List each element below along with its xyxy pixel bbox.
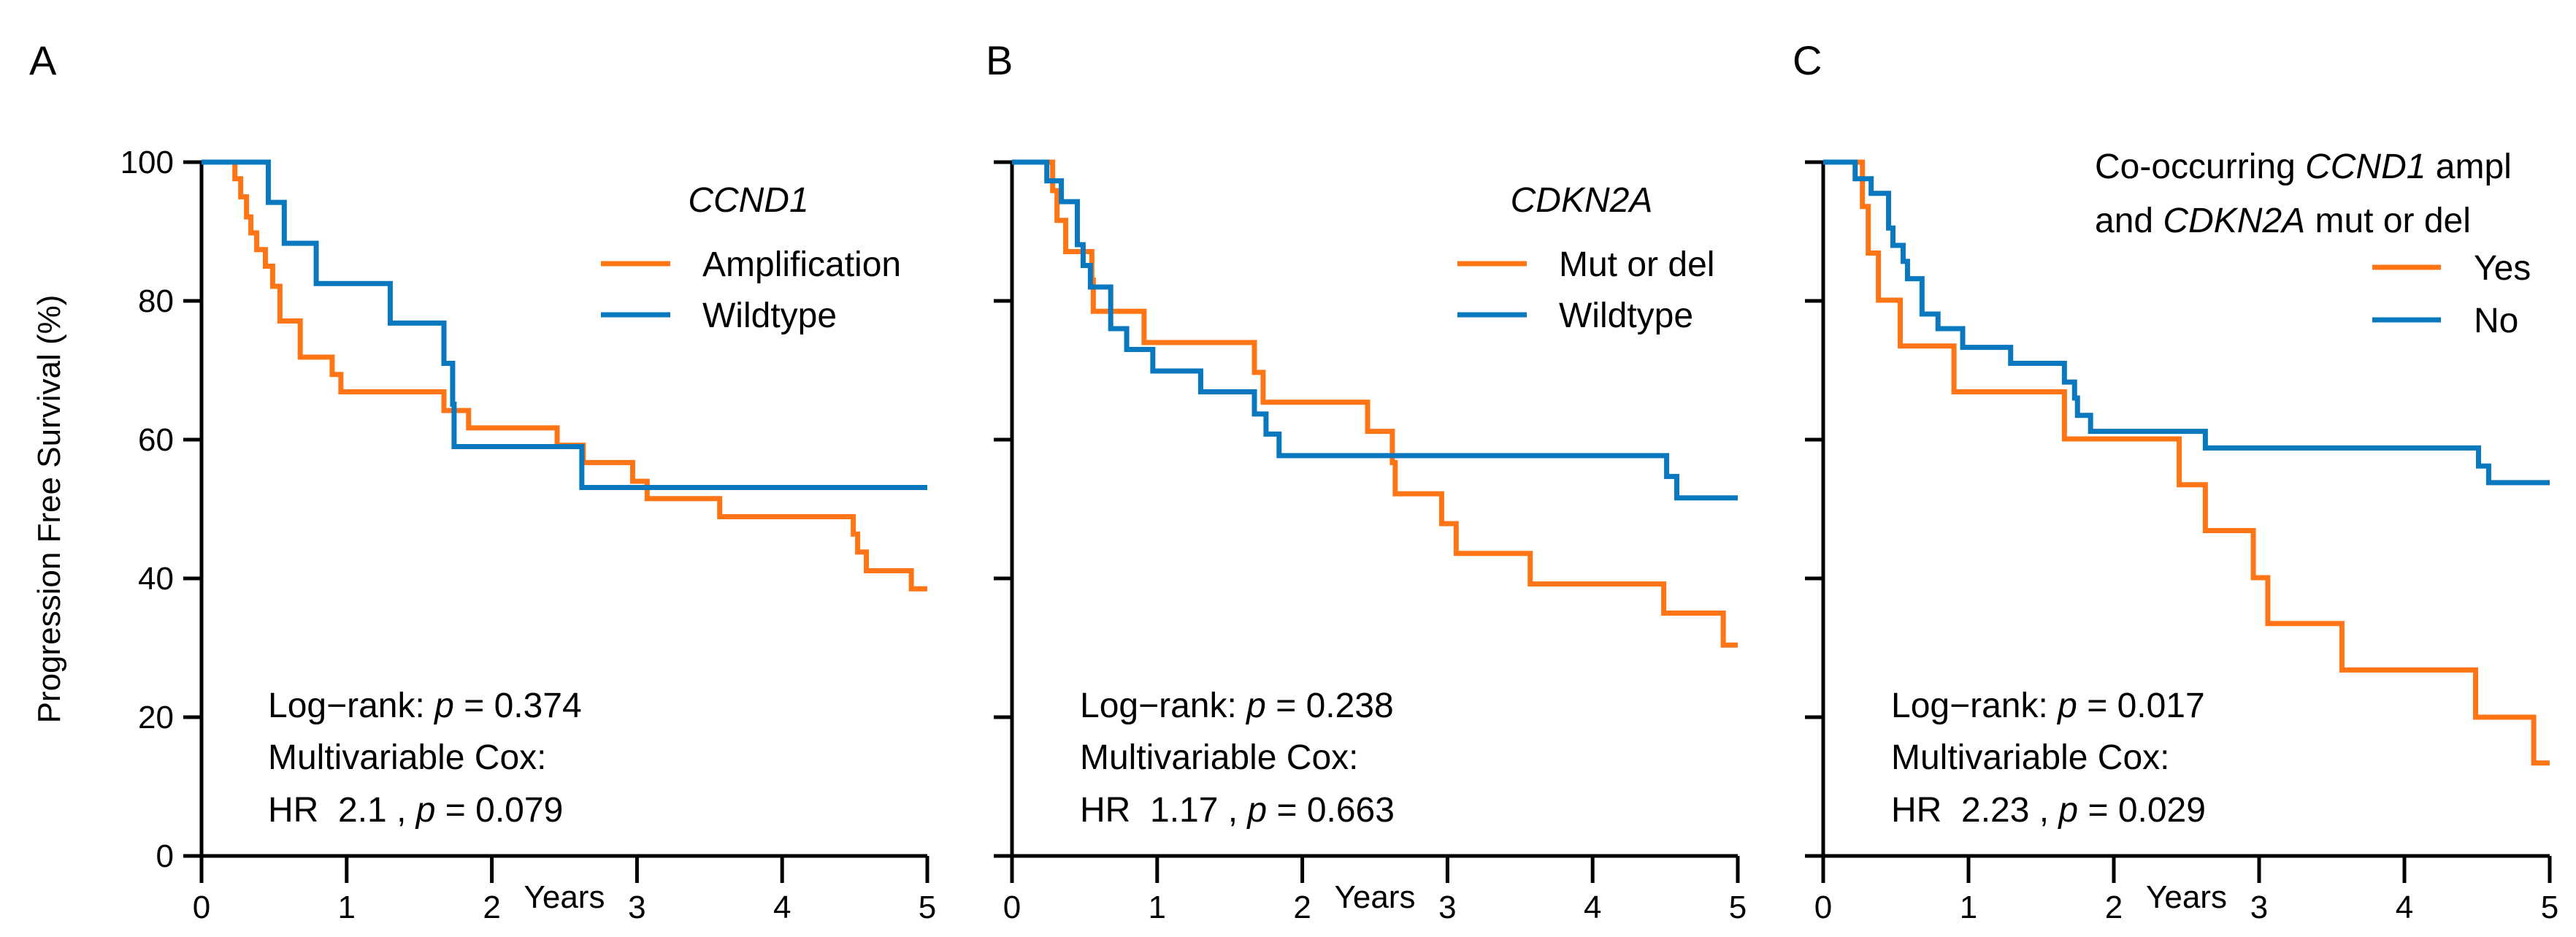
stat-hr_label: HR [1891, 791, 1941, 830]
y-tick-label: 80 [138, 283, 174, 319]
x-tick-label: 3 [628, 890, 645, 925]
stat-cox_p: = 0.079 [435, 791, 563, 830]
x-tick-label: 5 [919, 890, 936, 925]
stat-cox_p: = 0.029 [2078, 791, 2206, 830]
legend-title: and CDKN2A mut or del [2095, 202, 2471, 240]
panel-label: C [1793, 37, 1822, 83]
y-tick-label: 100 [120, 145, 174, 180]
x-tick-label: 4 [773, 890, 791, 925]
x-tick-label: 4 [1584, 890, 1601, 925]
stat-hr: 1.17 , [1130, 791, 1238, 830]
survival-curve-wildtype [202, 159, 927, 491]
stat-log_rank_p: = 0.238 [1266, 687, 1394, 725]
stats-annotation: Log−rank: p = 0.374 Multivariable Cox: HR … [268, 687, 582, 830]
panel-label: B [986, 37, 1013, 83]
legend-title-part: mut or del [2305, 202, 2471, 240]
stat-log_rank_p: = 0.374 [454, 687, 582, 725]
x-tick-label: 5 [1729, 890, 1747, 925]
panel-label: A [29, 37, 57, 83]
x-tick-label: 1 [338, 890, 356, 925]
legend-title-part: CDKN2A [1511, 181, 1653, 220]
legend-title-part: CDKN2A [2163, 202, 2305, 240]
x-tick-label: 2 [483, 890, 500, 925]
stat-log_rank_label: Log−rank: [268, 687, 425, 725]
stat-p_symbol: p [2048, 687, 2077, 725]
legend: CCND1 Amplification Wildtype [601, 181, 901, 335]
x-tick-label: 3 [1438, 890, 1456, 925]
legend: Co-occurring CCND1 ampl and CDKN2A mut or… [2095, 148, 2531, 340]
legend-title-part: and [2095, 202, 2163, 240]
x-tick-label: 0 [1003, 890, 1021, 925]
x-tick-label: 0 [193, 890, 210, 925]
survival-curve-no [1823, 159, 2550, 486]
legend-title: CDKN2A [1511, 181, 1653, 220]
legend-label: Mut or del [1559, 245, 1714, 284]
y-tick-label: 60 [138, 422, 174, 458]
legend-label: Wildtype [1559, 297, 1693, 335]
log-rank-line: Log−rank: p = 0.238 [1080, 687, 1394, 725]
legend-title: CCND1 [688, 181, 808, 220]
hr-line: HR 2.23 , p = 0.029 [1891, 791, 2206, 830]
legend-label: Wildtype [702, 297, 837, 335]
stat-hr: 2.23 , [1941, 791, 2049, 830]
stat-hr_label: HR [1080, 791, 1130, 830]
survival-curve-amplification [202, 159, 927, 592]
survival-curve-yes [1823, 159, 2550, 766]
x-axis-title: Years [2146, 879, 2227, 915]
stat-hr: 2.1 , [318, 791, 406, 830]
panel-A: A 0 20 40 60 80 100 0 1 2 3 4 5 Years Progression Free… [29, 37, 936, 925]
x-tick-label: 4 [2396, 890, 2413, 925]
legend-title-part: CCND1 [2305, 148, 2426, 186]
legend-label: Yes [2474, 249, 2531, 288]
stats-annotation: Log−rank: p = 0.017 Multivariable Cox: HR … [1891, 687, 2206, 830]
x-tick-label: 0 [1814, 890, 1832, 925]
legend-label: No [2474, 302, 2518, 340]
survival-curve-wildtype [1012, 159, 1738, 501]
stat-log_rank_p: = 0.017 [2077, 687, 2205, 725]
x-axis-title: Years [524, 879, 605, 915]
cox-label: Multivariable Cox: [1891, 738, 2169, 777]
stat-p_symbol: p [2049, 791, 2078, 830]
y-tick-label: 20 [138, 700, 174, 735]
panel-B: B 0 1 2 3 4 5 Years CDKN2A Mut or del Wildtype Log−… [986, 37, 1747, 925]
x-tick-label: 5 [2541, 890, 2558, 925]
x-axis-title: Years [1335, 879, 1416, 915]
legend-title: Co-occurring CCND1 ampl [2095, 148, 2512, 186]
log-rank-line: Log−rank: p = 0.017 [1891, 687, 2205, 725]
cox-label: Multivariable Cox: [268, 738, 546, 777]
stat-p_symbol: p [425, 687, 454, 725]
cox-label: Multivariable Cox: [1080, 738, 1358, 777]
y-tick-label: 40 [138, 561, 174, 597]
x-tick-label: 2 [1293, 890, 1311, 925]
y-tick-label: 0 [156, 838, 174, 874]
log-rank-line: Log−rank: p = 0.374 [268, 687, 582, 725]
stat-log_rank_label: Log−rank: [1891, 687, 2048, 725]
x-tick-label: 2 [2105, 890, 2123, 925]
stat-p_symbol: p [1238, 791, 1267, 830]
stat-hr_label: HR [268, 791, 318, 830]
legend-label: Amplification [702, 245, 901, 284]
stat-cox_p: = 0.663 [1267, 791, 1395, 830]
legend-title-part: CCND1 [688, 181, 808, 220]
legend: CDKN2A Mut or del Wildtype [1457, 181, 1714, 335]
legend-title-part: Co-occurring [2095, 148, 2305, 186]
hr-line: HR 1.17 , p = 0.663 [1080, 791, 1395, 830]
hr-line: HR 2.1 , p = 0.079 [268, 791, 563, 830]
y-axis-title: Progression Free Survival (%) [31, 295, 67, 724]
x-tick-label: 1 [1149, 890, 1166, 925]
panel-C: C 0 1 2 3 4 5 Years Co-occurring CCND1 ampl and C… [1793, 37, 2558, 925]
stat-log_rank_label: Log−rank: [1080, 687, 1237, 725]
legend-title-part: ampl [2426, 148, 2511, 186]
x-tick-label: 1 [1960, 890, 1977, 925]
x-tick-label: 3 [2250, 890, 2268, 925]
stat-p_symbol: p [406, 791, 435, 830]
survival-curve-mut-or-del [1012, 159, 1738, 648]
stats-annotation: Log−rank: p = 0.238 Multivariable Cox: HR … [1080, 687, 1395, 830]
stat-p_symbol: p [1237, 687, 1266, 725]
